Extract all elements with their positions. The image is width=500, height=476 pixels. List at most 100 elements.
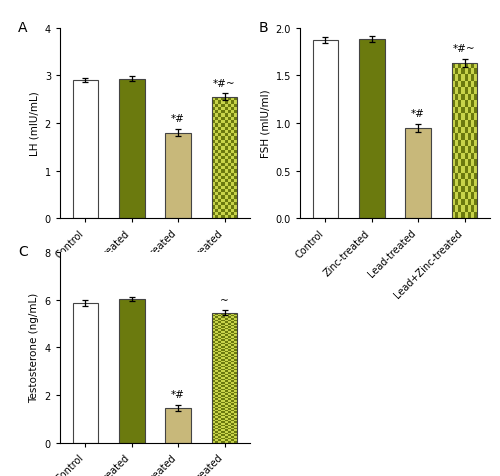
- Bar: [464, 186, 468, 193]
- Bar: [462, 153, 464, 160]
- Bar: [231, 333, 234, 335]
- Bar: [212, 357, 215, 359]
- Bar: [224, 439, 228, 441]
- Bar: [234, 398, 237, 400]
- Bar: [222, 114, 224, 118]
- Bar: [231, 124, 234, 127]
- Bar: [212, 186, 215, 189]
- Bar: [228, 420, 231, 421]
- Bar: [224, 318, 228, 320]
- Bar: [224, 193, 228, 196]
- Bar: [228, 421, 231, 423]
- Bar: [234, 366, 237, 367]
- Bar: [218, 439, 222, 441]
- Bar: [458, 75, 462, 81]
- Bar: [228, 318, 231, 320]
- Bar: [228, 407, 231, 408]
- Bar: [212, 104, 215, 108]
- Bar: [218, 330, 222, 331]
- Bar: [228, 327, 231, 328]
- Bar: [468, 108, 471, 114]
- Bar: [464, 212, 468, 219]
- Bar: [224, 363, 228, 364]
- Bar: [231, 403, 234, 405]
- Bar: [215, 357, 218, 359]
- Bar: [215, 173, 218, 177]
- Bar: [468, 127, 471, 134]
- Bar: [212, 177, 215, 179]
- Bar: [462, 75, 464, 81]
- Bar: [218, 418, 222, 420]
- Bar: [455, 121, 458, 127]
- Bar: [222, 203, 224, 206]
- Bar: [218, 189, 222, 193]
- Bar: [222, 371, 224, 372]
- Bar: [215, 193, 218, 196]
- Bar: [218, 382, 222, 384]
- Bar: [228, 179, 231, 183]
- Bar: [222, 153, 224, 157]
- Bar: [468, 153, 471, 160]
- Bar: [458, 212, 462, 219]
- Bar: [224, 196, 228, 199]
- Bar: [224, 111, 228, 114]
- Bar: [228, 374, 231, 376]
- Bar: [455, 167, 458, 173]
- Bar: [471, 127, 474, 134]
- Bar: [218, 101, 222, 104]
- Bar: [212, 130, 215, 134]
- Bar: [468, 167, 471, 173]
- Bar: [218, 408, 222, 410]
- Bar: [224, 114, 228, 118]
- Bar: [234, 367, 237, 369]
- Bar: [218, 410, 222, 412]
- Bar: [215, 196, 218, 199]
- Bar: [231, 398, 234, 400]
- Bar: [212, 114, 215, 118]
- Bar: [212, 369, 215, 371]
- Bar: [234, 348, 237, 349]
- Bar: [231, 343, 234, 345]
- Bar: [228, 98, 231, 101]
- Bar: [212, 421, 215, 423]
- Bar: [215, 403, 218, 405]
- Bar: [212, 348, 215, 349]
- Bar: [452, 95, 455, 101]
- Bar: [458, 160, 462, 167]
- Bar: [462, 147, 464, 153]
- Bar: [218, 397, 222, 398]
- Bar: [215, 183, 218, 186]
- Bar: [228, 127, 231, 130]
- Bar: [455, 95, 458, 101]
- Bar: [212, 179, 215, 183]
- Bar: [228, 439, 231, 441]
- Bar: [452, 199, 455, 206]
- Bar: [215, 104, 218, 108]
- Bar: [212, 413, 215, 415]
- Bar: [215, 349, 218, 351]
- Bar: [215, 179, 218, 183]
- Bar: [222, 348, 224, 349]
- Bar: [224, 177, 228, 179]
- Bar: [231, 320, 234, 322]
- Bar: [224, 108, 228, 111]
- Bar: [215, 343, 218, 345]
- Bar: [212, 371, 215, 372]
- Bar: [234, 400, 237, 402]
- Bar: [468, 186, 471, 193]
- Bar: [458, 147, 462, 153]
- Bar: [231, 335, 234, 337]
- Bar: [222, 209, 224, 212]
- Bar: [234, 186, 237, 189]
- Bar: [224, 354, 228, 356]
- Bar: [218, 199, 222, 203]
- Bar: [231, 111, 234, 114]
- Bar: [212, 339, 215, 341]
- Bar: [215, 374, 218, 376]
- Bar: [462, 199, 464, 206]
- Bar: [231, 318, 234, 320]
- Bar: [468, 134, 471, 140]
- Bar: [218, 323, 222, 325]
- Bar: [222, 439, 224, 441]
- Bar: [471, 121, 474, 127]
